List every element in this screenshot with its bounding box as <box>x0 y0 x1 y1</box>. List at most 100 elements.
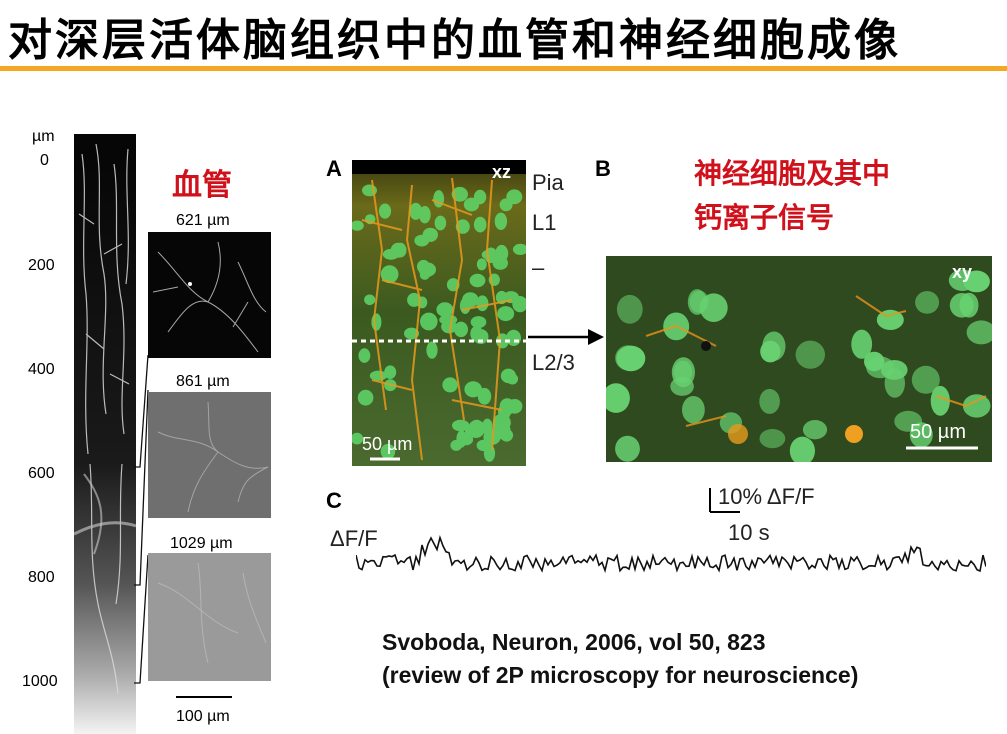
cell-body <box>497 306 515 322</box>
citation-line1: Svoboda, Neuron, 2006, vol 50, 823 <box>382 629 766 655</box>
cell-body <box>364 294 376 306</box>
cell-body <box>352 220 364 231</box>
cell-body <box>451 186 468 202</box>
cell-body <box>492 256 508 270</box>
cell-body <box>436 302 454 317</box>
cell-body <box>409 202 423 220</box>
cell-body <box>420 312 438 331</box>
trace-scale-x: 10 s <box>728 520 770 545</box>
cell-body <box>452 419 470 432</box>
vessel-slice-1029 <box>148 553 271 681</box>
cell-body <box>851 329 873 359</box>
cell-body <box>462 292 479 308</box>
neurons-heading-line2: 钙离子信号 <box>694 201 835 234</box>
cell-body <box>357 389 374 406</box>
cell-body <box>802 420 828 440</box>
cell-body <box>464 426 477 439</box>
cell-body <box>473 329 489 345</box>
cell-body <box>426 341 438 359</box>
cell-body <box>417 259 430 274</box>
cell-body <box>378 203 392 219</box>
cell-body <box>966 320 992 345</box>
panel-a-xz-image: 50 µm xz <box>352 160 526 466</box>
title-divider <box>0 66 1007 71</box>
depth-unit-label: µm <box>32 128 55 145</box>
depth-tick-200: 200 <box>28 257 55 274</box>
panel-a-letter: A <box>326 156 342 181</box>
depth-tick-0: 0 <box>40 152 49 169</box>
panel-b-scale-label: 50 µm <box>910 421 966 443</box>
panel-b-xy-image: 50 µm xy <box>606 256 992 462</box>
citation-line2: (review of 2P microscopy for neuroscienc… <box>382 662 859 688</box>
cell-body <box>473 216 487 233</box>
layer-label-divider: – <box>532 255 545 280</box>
cell-body <box>380 443 396 460</box>
page-title: 对深层活体脑组织中的血管和神经细胞成像 <box>8 15 901 60</box>
cell-body <box>473 189 487 205</box>
trace-scale-bars <box>709 488 740 513</box>
cell-body <box>948 269 976 291</box>
cell-body <box>352 432 364 445</box>
cell-body <box>930 385 950 416</box>
slice-connectors <box>134 354 149 684</box>
cell-body <box>506 189 523 205</box>
layer-label-l1: L1 <box>532 210 557 235</box>
cell-body <box>358 348 371 363</box>
cell-body <box>616 294 643 324</box>
vessel-slice-621 <box>148 232 271 358</box>
panel-c-letter: C <box>326 488 342 513</box>
cell-body <box>606 383 630 413</box>
cell-body <box>469 273 486 288</box>
cell-body <box>380 265 399 284</box>
cell-body <box>915 291 940 314</box>
cell-body <box>404 327 419 340</box>
cell-body <box>682 396 705 424</box>
cell-body <box>390 242 406 258</box>
depth-tick-600: 600 <box>28 465 55 482</box>
vessel-depth-column <box>74 134 136 734</box>
trace-scale-y: 10% ΔF/F <box>718 484 815 509</box>
cell-body <box>464 382 480 394</box>
vessel-scale-bar <box>176 696 232 698</box>
layer-label-l2-3: L2/3 <box>532 350 575 375</box>
trace-label: ΔF/F <box>330 526 378 551</box>
cell-body <box>476 258 487 271</box>
cell-body <box>454 321 468 338</box>
cell-body <box>911 365 940 394</box>
cell-body <box>884 368 905 398</box>
vessels-heading: 血管 <box>172 168 232 203</box>
cell-body <box>442 377 458 393</box>
depth-tick-800: 800 <box>28 569 55 586</box>
depth-tick-400: 400 <box>28 361 55 378</box>
slice-label-1029: 1029 µm <box>170 535 233 552</box>
slice-label-861: 861 µm <box>176 373 230 390</box>
cell-body <box>414 234 430 247</box>
cell-body <box>512 296 526 313</box>
cell-body <box>371 313 382 331</box>
cell-body <box>407 292 422 307</box>
cell-body <box>470 316 487 329</box>
cell-body <box>384 365 397 379</box>
cell-body <box>759 429 786 449</box>
cell-body <box>615 435 640 462</box>
vessel-slice-861 <box>148 392 271 518</box>
cell-body <box>512 243 526 255</box>
cell-body <box>498 404 511 420</box>
cell-body <box>762 331 786 361</box>
cell-body <box>789 436 815 462</box>
cell-body <box>481 249 499 260</box>
cell-body <box>795 340 825 369</box>
cell-body <box>962 394 991 418</box>
cell-body <box>864 351 885 372</box>
cell-body <box>494 212 508 230</box>
cell-body <box>434 215 447 231</box>
layer-label-pia: Pia <box>532 170 564 195</box>
panel-b-view-label: xy <box>952 262 972 282</box>
cell-body <box>759 388 780 414</box>
slice-label-621: 621 µm <box>176 212 230 229</box>
neurons-heading-line1: 神经细胞及其中 <box>694 157 891 190</box>
cell-body <box>670 376 694 396</box>
panel-a-view-label: xz <box>492 162 511 182</box>
cell-body <box>894 410 923 432</box>
panel-b-letter: B <box>595 156 611 181</box>
